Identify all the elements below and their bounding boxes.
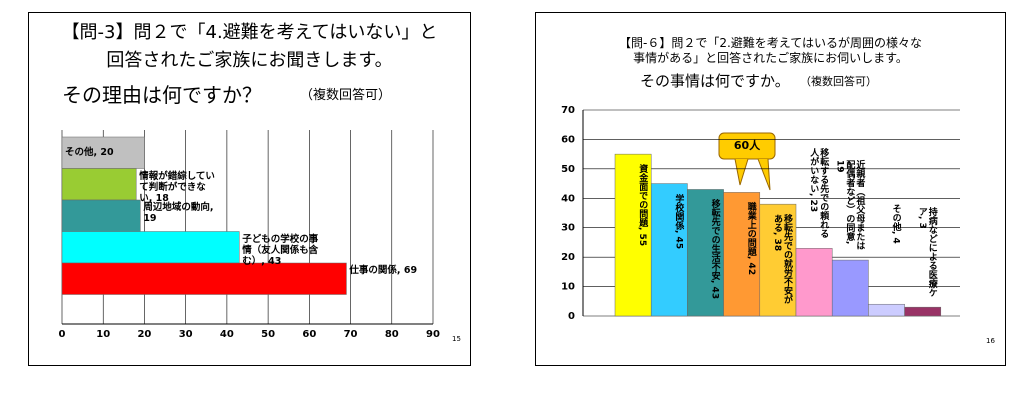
- slide-left: [28, 12, 471, 366]
- x-tick-label: 0: [59, 329, 66, 340]
- value-label: その他, 20: [65, 147, 114, 158]
- value-label: 移転先での生活不安, 43: [709, 199, 720, 300]
- slide-right: [535, 12, 1006, 366]
- page-number: 16: [986, 337, 995, 345]
- y-tick-label: 40: [561, 193, 575, 204]
- bar: [831, 259, 869, 317]
- y-tick-label: 0: [568, 311, 575, 322]
- x-tick-label: 80: [385, 329, 399, 340]
- x-tick-label: 90: [426, 329, 440, 340]
- value-label: 持病などによる医療ケア, 3: [916, 207, 937, 298]
- x-tick-label: 30: [179, 329, 193, 340]
- x-tick-label: 40: [220, 329, 234, 340]
- y-tick-label: 70: [561, 105, 575, 116]
- value-label: 仕事の関係, 69: [349, 265, 418, 276]
- chart-subtitle: （複数回答可）: [800, 75, 877, 88]
- x-tick-label: 20: [137, 329, 151, 340]
- x-tick-label: 10: [96, 329, 110, 340]
- y-tick-label: 20: [561, 252, 575, 263]
- bar: [759, 203, 797, 317]
- chart-title: 回答されたご家族にお聞きします。: [106, 50, 393, 71]
- value-label: 資金面での問題, 55: [637, 164, 648, 247]
- x-tick-label: 60: [302, 329, 316, 340]
- value-label: 学校関係, 45: [673, 193, 684, 249]
- callout-pointer: [734, 158, 749, 186]
- bar: [61, 231, 240, 264]
- bar: [614, 153, 652, 317]
- bar: [61, 199, 141, 232]
- chart-subtitle: （複数回答可）: [300, 88, 392, 103]
- chart-title: 事情がある」と回答されたご家族にお伺いします。: [633, 51, 908, 65]
- bar: [723, 192, 761, 317]
- value-label: 情報が錯綜していて判断ができない, 18: [139, 170, 215, 204]
- chart-title: 【問-６】問２で「2.避難を考えてはいるが周囲の様々な: [619, 36, 922, 50]
- value-label: 移転先での就労不安がある, 38: [771, 214, 792, 305]
- chart-title: その事情は何ですか。: [640, 72, 790, 90]
- y-tick-label: 60: [561, 134, 575, 145]
- y-tick-label: 10: [561, 282, 575, 293]
- y-tick-label: 30: [561, 223, 575, 234]
- value-label: 周辺地域の動向, 19: [143, 202, 214, 224]
- bar: [61, 168, 137, 201]
- value-label: 職業上の問題, 42: [745, 202, 756, 276]
- y-tick-label: 50: [561, 164, 575, 175]
- chart-title: その理由は何ですか？: [62, 83, 262, 107]
- bar: [904, 306, 942, 317]
- chart-title: 【問-3】問２で「4.避難を考えてはいない」と: [61, 22, 438, 43]
- bar: [868, 303, 905, 317]
- value-label: 近親者（祖父母または配偶者など）の同意, 19: [834, 160, 865, 251]
- value-label: 移転する先での頼れる人がいない, 23: [808, 148, 829, 239]
- value-label: 子どもの学校の事情（友人関係も含む）, 43: [242, 233, 319, 267]
- callout-text: 60人: [734, 138, 761, 152]
- bar: [795, 248, 833, 317]
- bar: [650, 183, 688, 317]
- callout-pointer: [757, 158, 771, 191]
- bar: [687, 189, 724, 317]
- x-tick-label: 50: [261, 329, 275, 340]
- page-number: 15: [452, 335, 461, 343]
- x-tick-label: 70: [344, 329, 358, 340]
- bar: [61, 262, 347, 295]
- value-label: その他, 4: [890, 204, 901, 245]
